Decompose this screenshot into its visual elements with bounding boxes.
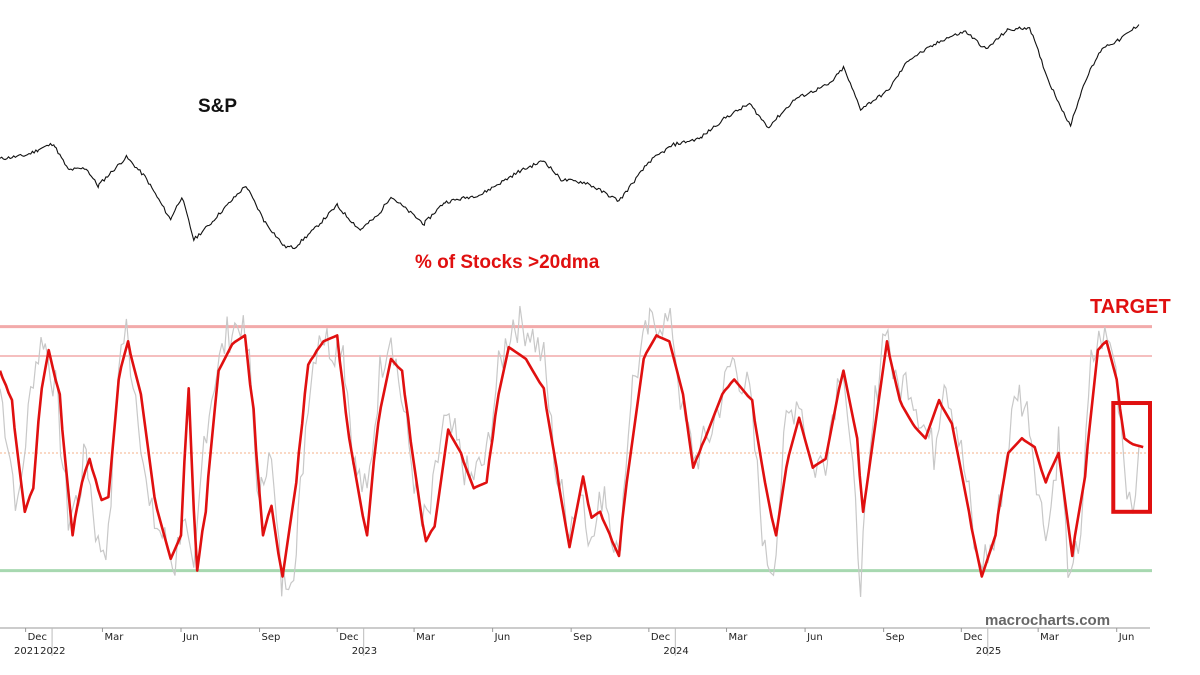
breadth-title: % of Stocks >20dma [415, 252, 600, 273]
year-tick-label: 2022 [40, 646, 65, 657]
month-tick-label: Mar [104, 632, 124, 643]
target-box [1111, 401, 1153, 514]
month-tick-label: Jun [494, 632, 511, 643]
year-tick-label: 2021 [14, 646, 39, 657]
reference-lines [0, 325, 1152, 573]
sp-price-series [0, 24, 1140, 250]
month-tick-label: Dec [339, 632, 358, 643]
month-tick-label: Dec [28, 632, 47, 643]
year-tick-label: 2023 [352, 646, 377, 657]
month-tick-label: Sep [262, 632, 281, 643]
month-tick-label: Mar [416, 632, 436, 643]
month-tick-label: Jun [182, 632, 199, 643]
sp-price-line [0, 24, 1140, 250]
x-axis: Dec Mar Jun Sep Dec Mar Jun Sep Dec Mar Jun Sep Dec M… [0, 627, 1150, 657]
daily-breadth-line [0, 305, 1140, 597]
month-tick-label: Mar [729, 632, 749, 643]
year-tick-label: 2024 [663, 646, 688, 657]
month-tick-label: Jun [806, 632, 823, 643]
month-tick-label: Dec [651, 632, 670, 643]
target-label: TARGET [1090, 296, 1171, 318]
month-tick-label: Mar [1040, 632, 1060, 643]
month-tick-label: Jun [1118, 632, 1135, 643]
month-tick-label: Sep [573, 632, 592, 643]
sp-label: S&P [198, 96, 237, 117]
smoothed-breadth-line [0, 334, 1144, 578]
smoothed-breadth-series [0, 334, 1144, 578]
watermark: macrocharts.com [985, 612, 1110, 629]
target-box-annotation [1111, 401, 1153, 514]
year-tick-label: 2025 [976, 646, 1001, 657]
daily-breadth-series [0, 305, 1140, 597]
month-tick-label: Sep [886, 632, 905, 643]
month-tick-label: Dec [963, 632, 982, 643]
